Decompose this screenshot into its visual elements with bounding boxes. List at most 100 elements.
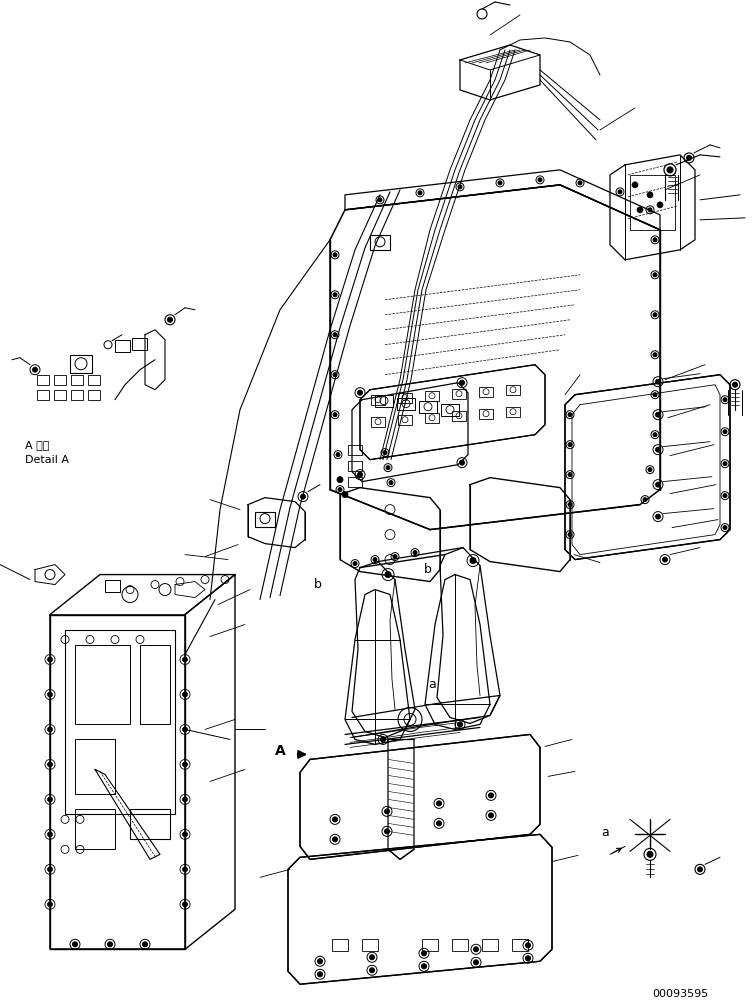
Bar: [65, 629, 175, 815]
Circle shape: [378, 197, 382, 201]
Circle shape: [142, 942, 148, 947]
Circle shape: [526, 956, 531, 961]
Circle shape: [373, 557, 377, 561]
Circle shape: [656, 482, 660, 487]
Circle shape: [459, 380, 465, 385]
Circle shape: [653, 313, 657, 317]
Circle shape: [182, 726, 187, 731]
Bar: [255, 512, 275, 527]
Circle shape: [47, 832, 53, 837]
Bar: [348, 461, 362, 471]
Circle shape: [526, 943, 531, 948]
Circle shape: [47, 867, 53, 872]
Bar: [422, 939, 438, 951]
Circle shape: [386, 466, 390, 470]
Circle shape: [72, 942, 78, 947]
Circle shape: [333, 413, 337, 417]
Circle shape: [437, 821, 441, 826]
Circle shape: [653, 433, 657, 437]
Bar: [375, 395, 393, 407]
Circle shape: [723, 526, 727, 530]
Circle shape: [333, 253, 337, 257]
Circle shape: [653, 273, 657, 277]
Circle shape: [182, 657, 187, 662]
Circle shape: [459, 460, 465, 465]
Bar: [71, 375, 83, 385]
Circle shape: [723, 430, 727, 434]
Bar: [140, 644, 170, 724]
Circle shape: [182, 832, 187, 837]
Circle shape: [393, 554, 397, 558]
Circle shape: [418, 190, 422, 194]
Circle shape: [653, 353, 657, 357]
Bar: [115, 340, 130, 352]
Circle shape: [342, 492, 348, 498]
Bar: [630, 175, 675, 229]
Bar: [75, 739, 115, 795]
Circle shape: [653, 237, 657, 241]
Bar: [348, 445, 362, 455]
Bar: [398, 415, 412, 425]
Circle shape: [182, 867, 187, 872]
Circle shape: [656, 379, 660, 384]
Bar: [88, 375, 100, 385]
Circle shape: [300, 494, 306, 499]
Circle shape: [47, 726, 53, 731]
Text: A 詳細: A 詳細: [25, 440, 50, 450]
Bar: [362, 939, 378, 951]
Circle shape: [647, 852, 653, 858]
Text: a: a: [601, 826, 609, 839]
Bar: [506, 407, 520, 417]
Bar: [371, 395, 385, 405]
Bar: [512, 939, 528, 951]
Bar: [130, 810, 170, 840]
Circle shape: [318, 972, 322, 977]
Circle shape: [648, 468, 652, 472]
Circle shape: [333, 817, 337, 822]
Circle shape: [108, 942, 112, 947]
Circle shape: [568, 473, 572, 477]
Circle shape: [358, 472, 362, 477]
Circle shape: [474, 960, 478, 965]
Circle shape: [458, 722, 462, 726]
Circle shape: [353, 561, 357, 565]
Circle shape: [538, 178, 542, 181]
Circle shape: [663, 557, 667, 562]
Circle shape: [568, 443, 572, 447]
Circle shape: [333, 373, 337, 377]
Circle shape: [385, 829, 389, 834]
Circle shape: [723, 398, 727, 402]
Circle shape: [32, 367, 38, 372]
Bar: [398, 393, 412, 403]
Bar: [54, 375, 66, 385]
Text: a: a: [428, 678, 436, 691]
Bar: [75, 810, 115, 850]
Bar: [348, 477, 362, 487]
Circle shape: [723, 462, 727, 466]
Circle shape: [333, 837, 337, 842]
Circle shape: [333, 293, 337, 297]
Bar: [419, 401, 437, 413]
Circle shape: [47, 762, 53, 767]
Bar: [70, 355, 92, 373]
Circle shape: [568, 503, 572, 507]
Text: b: b: [314, 578, 322, 591]
Circle shape: [380, 736, 386, 741]
Circle shape: [656, 447, 660, 452]
Circle shape: [489, 813, 493, 818]
Bar: [506, 385, 520, 395]
Text: A: A: [275, 744, 285, 759]
Bar: [37, 375, 49, 385]
Circle shape: [632, 181, 638, 187]
Bar: [332, 939, 348, 951]
Circle shape: [182, 902, 187, 907]
Circle shape: [687, 155, 691, 160]
Bar: [397, 398, 415, 410]
Circle shape: [47, 797, 53, 802]
Circle shape: [489, 793, 493, 798]
Bar: [479, 387, 493, 397]
Circle shape: [318, 959, 322, 964]
Text: b: b: [424, 563, 432, 576]
Circle shape: [182, 692, 187, 697]
Bar: [482, 939, 498, 951]
